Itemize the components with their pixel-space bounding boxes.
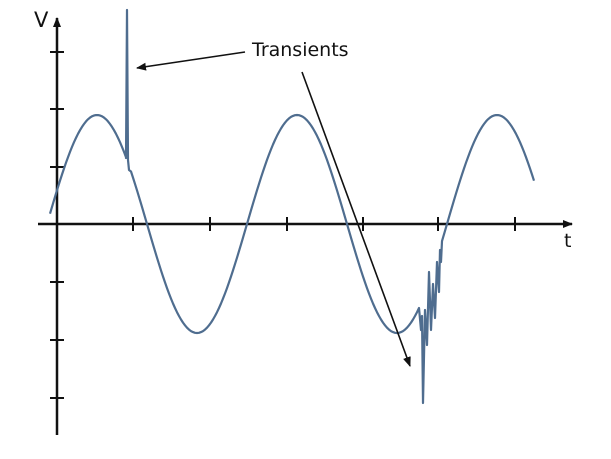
x-axis-label: t — [564, 230, 572, 252]
annotation-arrow-2 — [301, 71, 411, 367]
transients-label: Transients — [252, 39, 349, 61]
axes — [38, 17, 573, 435]
annotation-arrow-1 — [136, 51, 246, 71]
waveform-line — [48, 8, 536, 405]
y-axis-label: V — [34, 8, 49, 32]
axis-ticks — [50, 51, 516, 399]
